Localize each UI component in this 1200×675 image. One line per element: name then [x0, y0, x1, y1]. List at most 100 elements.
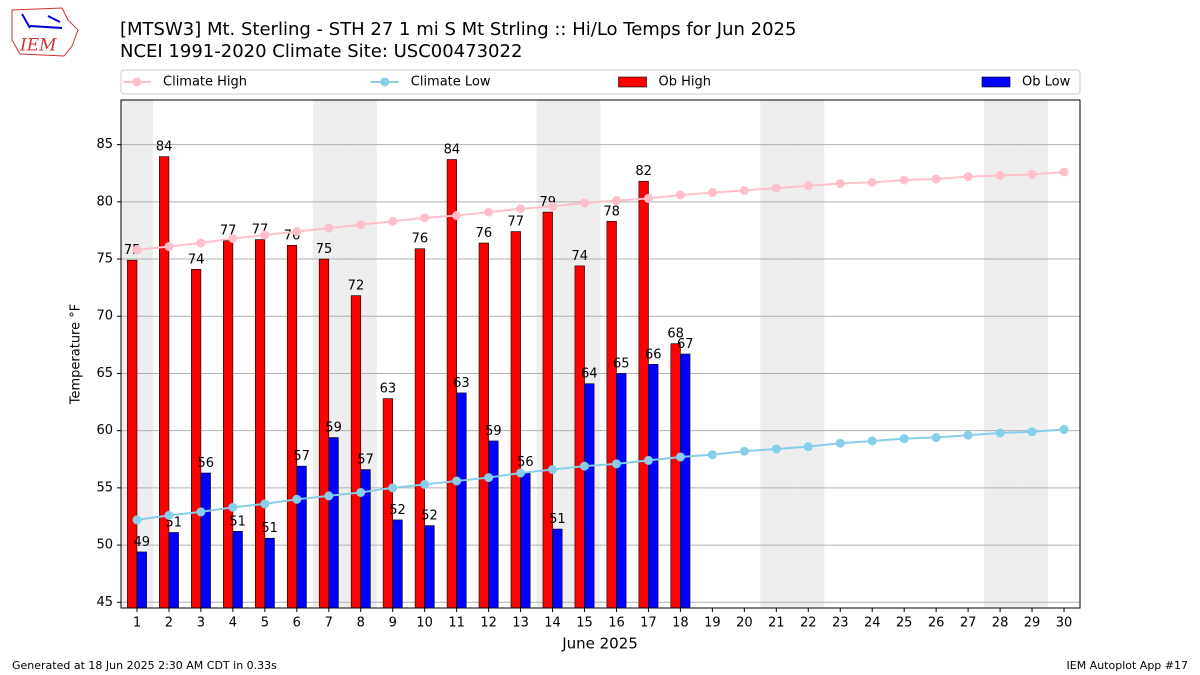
bar	[286, 245, 298, 609]
x-tick-label: 2	[165, 616, 173, 631]
x-tick-label: 11	[448, 616, 465, 631]
value-label: 59	[485, 424, 502, 439]
marker	[675, 452, 685, 462]
bar	[648, 363, 659, 609]
value-label: 59	[325, 421, 342, 436]
footer-left: Generated at 18 Jun 2025 2:30 AM CDT in …	[12, 659, 277, 672]
marker	[1059, 167, 1069, 177]
x-tick-label: 20	[736, 616, 753, 631]
bar	[510, 231, 521, 609]
weekend-shade	[792, 100, 825, 608]
marker	[931, 174, 941, 184]
bar	[424, 525, 435, 609]
value-label: 84	[156, 140, 173, 155]
bar	[638, 180, 649, 609]
plot-frame	[120, 99, 1081, 609]
x-tick-label: 14	[544, 616, 561, 631]
line	[136, 171, 1065, 251]
line	[136, 428, 1065, 521]
value-label: 72	[348, 279, 365, 294]
bar	[254, 239, 266, 609]
marker	[260, 499, 270, 509]
marker	[899, 434, 909, 444]
marker	[324, 491, 334, 501]
marker	[611, 459, 621, 469]
value-label: 74	[188, 252, 205, 267]
marker	[516, 468, 526, 478]
bar	[168, 532, 179, 609]
value-label: 76	[412, 232, 429, 247]
y-tick-label: 45	[96, 595, 113, 610]
marker	[1027, 169, 1037, 179]
weekend-shade	[984, 100, 1017, 608]
bar	[328, 437, 339, 609]
legend-box	[120, 69, 1081, 95]
value-label: 63	[380, 382, 397, 397]
legend-swatch	[981, 76, 1011, 88]
chart-subtitle: NCEI 1991-2020 Climate Site: USC00473022	[120, 41, 522, 62]
marker	[580, 198, 590, 208]
marker	[292, 227, 302, 237]
marker	[292, 494, 302, 504]
marker	[132, 245, 142, 255]
marker	[420, 479, 430, 489]
value-label: 64	[581, 367, 598, 382]
y-tick-label: 70	[96, 309, 113, 324]
weekend-shade	[1016, 100, 1049, 608]
x-tick-label: 8	[357, 616, 365, 631]
marker	[835, 179, 845, 189]
value-label: 82	[635, 164, 652, 179]
y-tick-label: 55	[96, 480, 113, 495]
x-tick-label: 28	[992, 616, 1009, 631]
marker	[580, 461, 590, 471]
x-tick-label: 6	[293, 616, 301, 631]
bar	[670, 343, 681, 609]
x-tick-label: 12	[480, 616, 497, 631]
y-axis-label: Temperature °F	[69, 304, 84, 405]
footer-right: IEM Autoplot App #17	[1067, 659, 1189, 672]
bar	[296, 465, 307, 609]
value-label: 49	[134, 535, 151, 550]
x-tick-label: 7	[325, 616, 333, 631]
marker	[164, 510, 174, 520]
bar	[456, 392, 467, 609]
marker	[516, 204, 526, 214]
marker	[771, 183, 781, 193]
marker	[739, 446, 749, 456]
marker	[228, 233, 238, 243]
bar	[680, 353, 691, 609]
x-tick-label: 25	[896, 616, 913, 631]
bar	[136, 551, 147, 609]
x-tick-label: 23	[832, 616, 849, 631]
marker	[548, 201, 558, 211]
marker	[931, 433, 941, 443]
marker	[867, 177, 877, 187]
bar	[552, 528, 563, 609]
legend-label: Ob High	[659, 75, 712, 90]
bar	[542, 211, 553, 609]
value-label: 63	[453, 376, 470, 391]
bar	[127, 259, 138, 609]
marker	[132, 515, 142, 525]
marker	[228, 502, 238, 512]
marker	[643, 193, 653, 203]
legend-label: Climate High	[163, 75, 247, 90]
x-tick-label: 9	[389, 616, 397, 631]
value-label: 52	[421, 509, 438, 524]
value-label: 77	[508, 215, 525, 230]
x-tick-label: 18	[672, 616, 689, 631]
bar	[574, 265, 585, 609]
marker	[452, 476, 462, 486]
marker	[356, 487, 366, 497]
value-label: 78	[603, 204, 620, 219]
x-tick-label: 30	[1056, 616, 1073, 631]
x-tick-label: 22	[800, 616, 817, 631]
bar	[606, 220, 617, 609]
x-tick-label: 4	[229, 616, 237, 631]
marker	[388, 216, 398, 226]
marker	[452, 211, 462, 221]
legend-marker	[380, 77, 390, 87]
marker	[707, 450, 717, 460]
marker	[388, 483, 398, 493]
